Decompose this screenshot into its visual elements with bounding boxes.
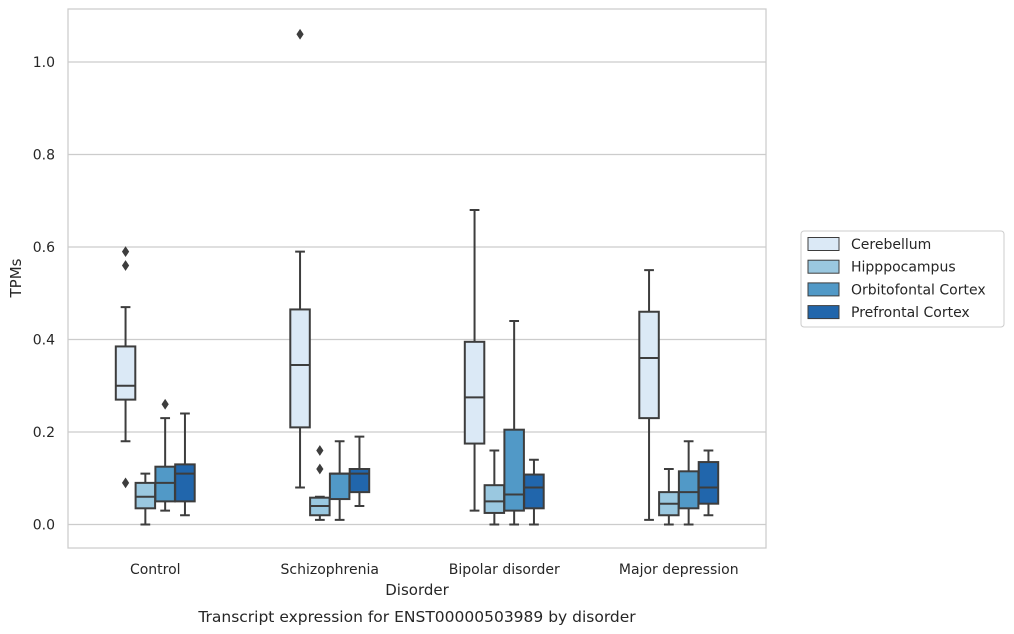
- box-cerebellum: [463, 209, 486, 512]
- box-prefrontal-cortex: [697, 449, 720, 517]
- box-iqr: [697, 461, 720, 505]
- plot-area-frame: [67, 8, 767, 549]
- legend-label: Cerebellum: [851, 237, 931, 253]
- legend-label: Orbitofontal Cortex: [851, 282, 986, 298]
- box-iqr: [154, 465, 176, 503]
- box-iqr: [483, 484, 506, 514]
- box-iqr: [638, 310, 660, 420]
- box-iqr: [523, 473, 545, 510]
- box-orbitofontal-cortex: [328, 440, 351, 521]
- box-iqr: [328, 472, 351, 501]
- outlier-point: [296, 28, 304, 40]
- outlier-point: [161, 398, 169, 410]
- box-orbitofontal-cortex: [503, 320, 525, 526]
- box-iqr: [503, 428, 525, 512]
- box-iqr: [677, 470, 700, 510]
- y-tick-label: 0.4: [33, 333, 55, 349]
- x-tick-label: Schizophrenia: [281, 562, 379, 578]
- box-iqr: [289, 308, 311, 429]
- outlier-point: [121, 477, 130, 489]
- box-hipppocampus: [134, 472, 157, 526]
- outlier-point: [316, 445, 324, 456]
- legend-swatch: [807, 305, 840, 320]
- x-tick-labels: Control Schizophrenia Bipolar disorder Majo…: [130, 562, 739, 578]
- y-tick-label: 0.0: [33, 518, 55, 534]
- y-axis-title: TPMs: [7, 258, 25, 298]
- box-cerebellum: [114, 246, 137, 489]
- chart-caption: Transcript expression for ENST0000050398…: [197, 608, 636, 626]
- outlier-point: [316, 463, 324, 475]
- box-prefrontal-cortex: [523, 458, 545, 526]
- box-prefrontal-cortex: [348, 435, 371, 507]
- box-cerebellum: [638, 269, 660, 521]
- y-tick-label: 0.2: [33, 425, 55, 441]
- x-tick-label: Control: [130, 562, 181, 578]
- box-iqr: [463, 340, 486, 445]
- legend-swatch: [807, 237, 840, 251]
- boxes: [114, 28, 720, 526]
- x-tick-label: Major depression: [619, 562, 739, 578]
- box-hipppocampus: [483, 449, 506, 526]
- y-tick-label: 0.8: [33, 148, 55, 164]
- box-hipppocampus: [309, 445, 331, 521]
- y-tick-label: 0.6: [33, 240, 55, 256]
- box-iqr: [174, 463, 196, 503]
- outlier-point: [121, 246, 130, 258]
- box-iqr: [134, 481, 157, 510]
- box-cerebellum: [289, 28, 311, 489]
- legend-label: Prefrontal Cortex: [851, 305, 970, 321]
- y-tick-labels: 0.0 0.2 0.4 0.6 0.8 1.0: [33, 55, 55, 534]
- box-iqr: [348, 468, 371, 494]
- legend: Cerebellum Hipppocampus Orbitofontal Corte…: [800, 230, 1005, 328]
- outlier-point: [121, 260, 130, 271]
- y-tick-label: 1.0: [33, 55, 55, 71]
- box-prefrontal-cortex: [174, 412, 196, 517]
- legend-swatch: [807, 259, 840, 274]
- x-axis-title: Disorder: [385, 581, 449, 599]
- legend-label: Hipppocampus: [851, 260, 956, 276]
- legend-frame: [800, 230, 1005, 328]
- legend-swatch: [807, 282, 840, 297]
- x-tick-label: Bipolar disorder: [449, 562, 560, 578]
- box-iqr: [114, 345, 137, 401]
